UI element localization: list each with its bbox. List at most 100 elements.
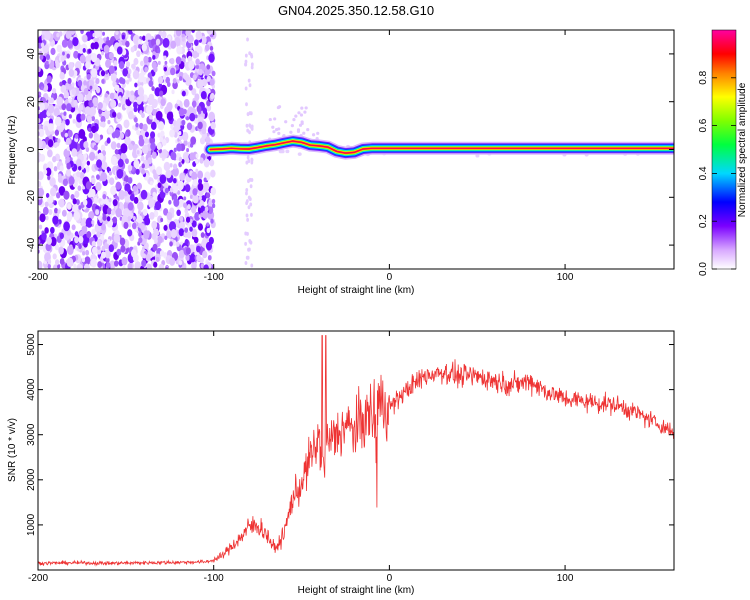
noise-dot: [245, 201, 249, 206]
noise-dot: [144, 66, 149, 73]
noise-dot: [64, 82, 70, 90]
noise-dot: [289, 130, 293, 134]
noise-dot: [83, 263, 90, 269]
noise-dot: [58, 198, 65, 208]
noise-dot: [88, 151, 96, 161]
noise-dot: [186, 122, 193, 131]
noise-dot: [88, 211, 95, 220]
noise-dot: [195, 168, 199, 173]
noise-dot: [142, 208, 148, 216]
noise-dot: [88, 132, 94, 139]
noise-dot: [126, 73, 131, 79]
noise-dot: [44, 201, 49, 208]
noise-dot: [62, 51, 65, 56]
noise-dot: [110, 141, 117, 150]
noise-dot: [110, 209, 116, 216]
noise-dot: [68, 61, 74, 70]
noise-dot: [294, 114, 298, 118]
noise-dot: [117, 158, 124, 168]
noise-dot: [96, 174, 100, 180]
noise-dot: [191, 206, 197, 214]
noise-dot: [141, 163, 145, 169]
noise-dot: [196, 245, 201, 253]
noise-dot: [198, 195, 202, 201]
noise-dot: [184, 238, 189, 245]
noise-dot: [88, 127, 91, 132]
noise-dot: [116, 168, 124, 179]
noise-dot: [189, 226, 193, 232]
noise-dot: [118, 102, 122, 108]
noise-dot: [113, 60, 118, 67]
noise-dot: [145, 105, 153, 115]
colorbar-gradient: [712, 30, 736, 269]
noise-dot: [292, 117, 296, 122]
noise-dot: [91, 228, 96, 235]
noise-dot: [149, 212, 155, 220]
noise-dot: [306, 128, 310, 132]
noise-dot: [277, 131, 281, 136]
noise-dot: [102, 214, 107, 221]
noise-dot: [56, 44, 62, 53]
noise-dot: [211, 70, 216, 77]
noise-dot: [46, 236, 52, 245]
noise-dot: [91, 115, 96, 122]
noise-dot: [178, 249, 185, 259]
noise-dot: [107, 126, 113, 134]
noise-dot: [204, 206, 209, 212]
noise-dot: [72, 198, 77, 205]
noise-dot: [114, 148, 119, 155]
noise-dot: [163, 208, 169, 216]
noise-dot: [63, 148, 71, 158]
noise-dot: [139, 110, 143, 115]
y-tick-label: 0: [26, 146, 37, 152]
noise-dot: [185, 156, 190, 164]
noise-dot: [79, 171, 85, 180]
noise-dot: [202, 210, 209, 220]
noise-dot: [101, 245, 106, 252]
colorbar-tick-label: 0.0: [698, 262, 709, 276]
noise-dot: [115, 208, 122, 218]
noise-dot: [169, 129, 175, 138]
noise-dot: [250, 62, 254, 67]
noise-dot: [192, 161, 197, 167]
noise-dot: [277, 127, 281, 131]
noise-dot: [189, 253, 196, 263]
noise-dot: [105, 113, 110, 120]
noise-dot: [141, 144, 149, 155]
noise-dot: [59, 232, 65, 240]
noise-dot: [91, 125, 97, 134]
noise-dot: [151, 232, 157, 240]
noise-dot: [57, 176, 63, 183]
noise-dot: [65, 30, 72, 39]
noise-dot: [206, 104, 212, 112]
noise-dot: [245, 213, 249, 218]
noise-dot: [50, 187, 57, 197]
noise-dot: [74, 231, 79, 237]
noise-dot: [97, 239, 102, 247]
noise-dot: [89, 85, 93, 90]
noise-dot: [139, 94, 145, 102]
noise-dot: [90, 102, 94, 108]
noise-dot: [190, 136, 197, 145]
noise-dot: [118, 95, 122, 101]
noise-dot: [197, 79, 204, 89]
noise-dot: [44, 125, 48, 131]
noise-dot: [70, 193, 75, 200]
noise-dot: [150, 142, 156, 151]
noise-dot: [97, 261, 103, 269]
noise-dot: [69, 157, 73, 162]
noise-dot: [186, 148, 190, 153]
noise-dot: [105, 59, 111, 68]
noise-dot: [159, 250, 165, 257]
x-tick-label: -100: [204, 573, 224, 584]
noise-dot: [59, 165, 64, 172]
noise-dot: [100, 70, 106, 77]
noise-dot: [181, 119, 186, 126]
noise-dot: [247, 179, 250, 184]
colorbar-ticks: 0.0 0.2 0.4 0.6 0.8: [698, 70, 736, 276]
noise-dot: [147, 157, 153, 165]
noise-dot: [144, 131, 150, 138]
noise-dot: [60, 122, 66, 131]
noise-dot: [59, 81, 63, 87]
noise-dot: [38, 118, 41, 124]
